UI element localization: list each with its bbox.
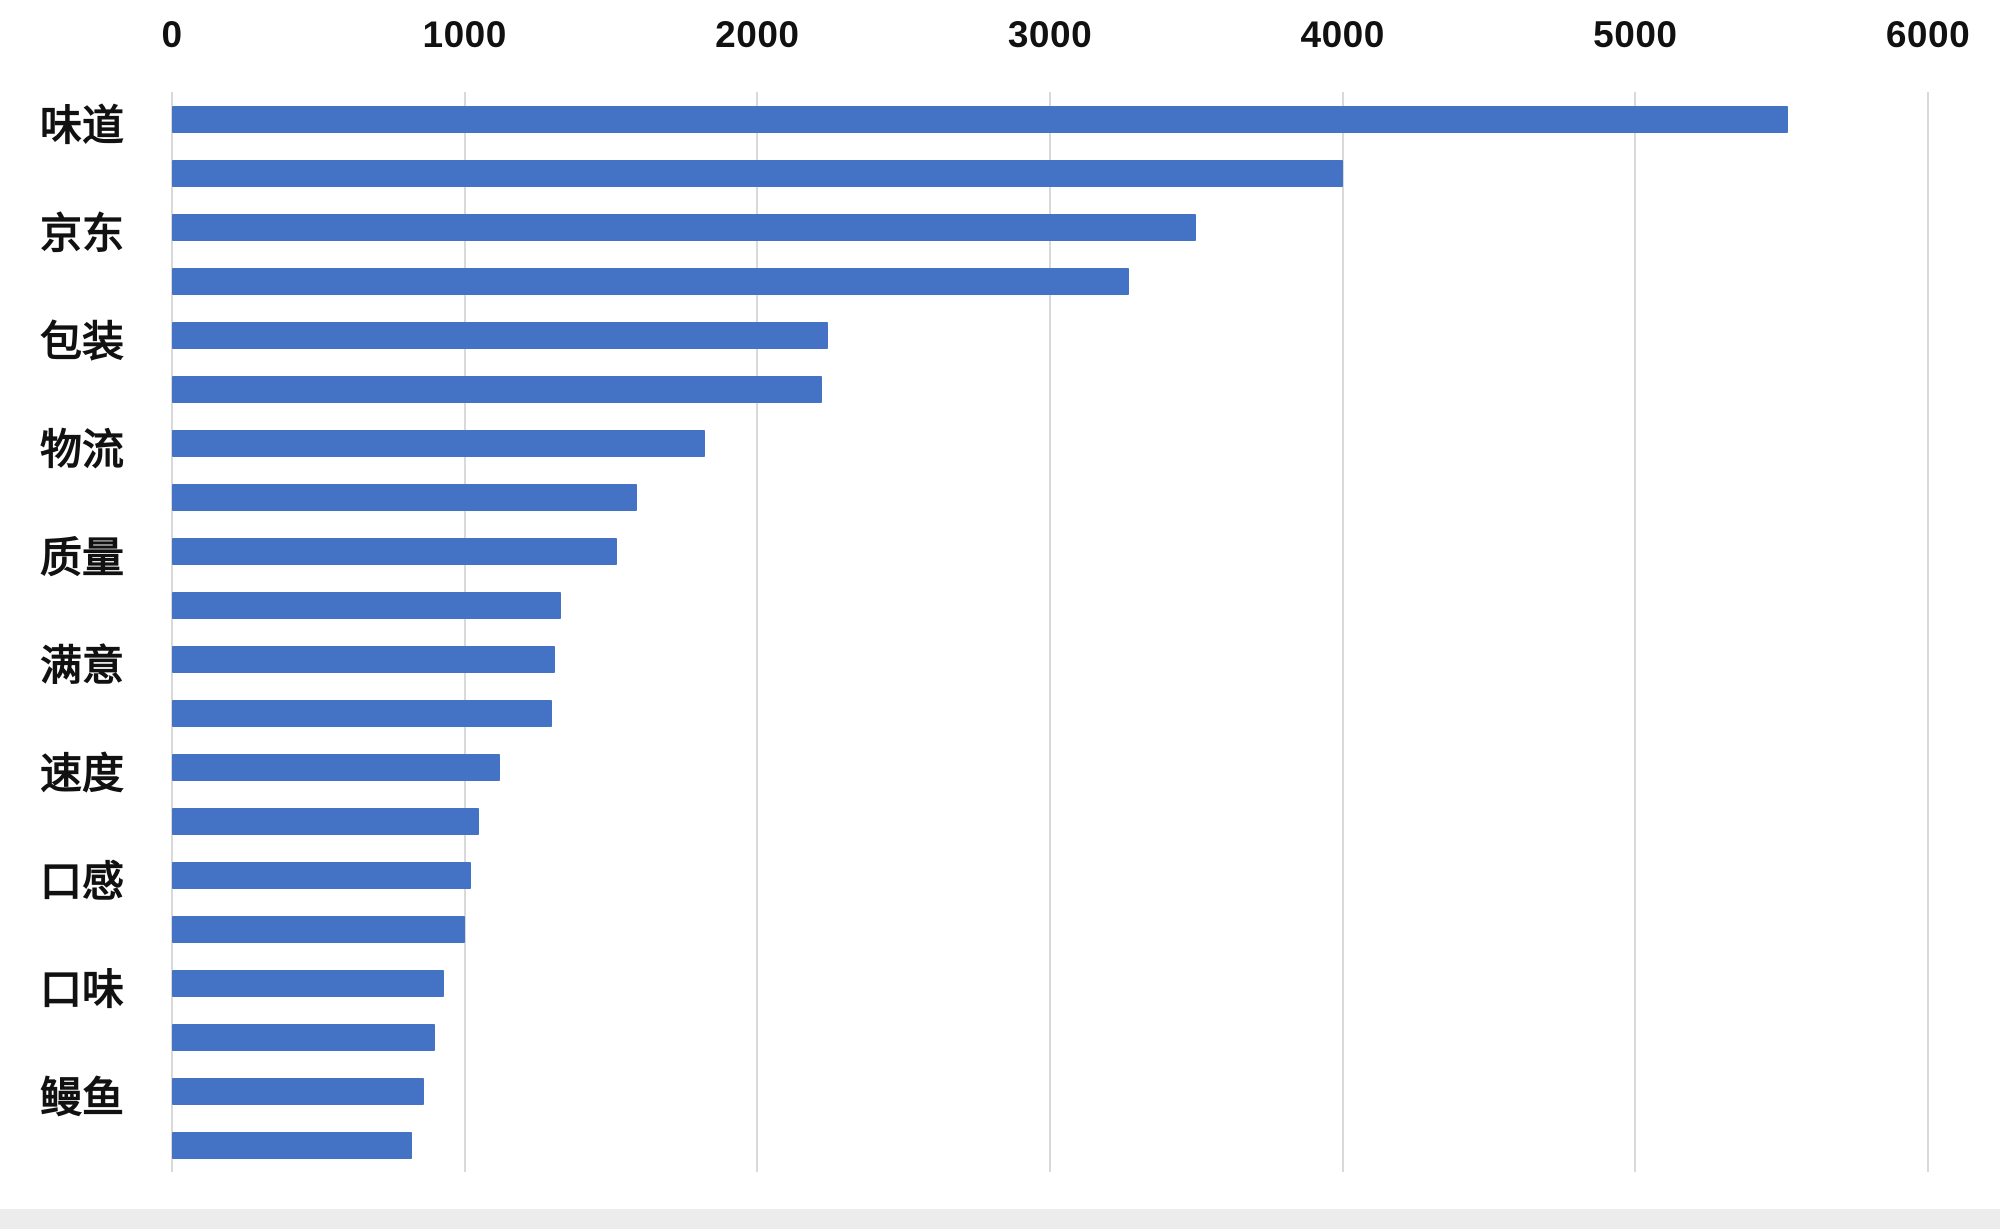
gridline: [171, 92, 173, 1172]
category-labels: 味道京东包装物流质量满意速度口感口味鳗鱼: [0, 92, 172, 1172]
x-tick-label: 3000: [1007, 14, 1093, 55]
bar-rows: [172, 92, 1928, 1172]
bar-row: [172, 1010, 1928, 1064]
gridline: [1927, 92, 1929, 1172]
category-label: 满意: [40, 641, 125, 690]
category-label: 包装: [40, 317, 125, 366]
bar-row: [172, 416, 1928, 470]
category-label-empty: [0, 477, 172, 524]
x-tick-label: 5000: [1593, 14, 1678, 55]
bar: [172, 213, 1197, 241]
bar-row: [172, 92, 1928, 146]
bar: [172, 1077, 424, 1105]
bar: [172, 1131, 412, 1159]
gridline: [1049, 92, 1051, 1172]
x-tick-label: 1000: [422, 14, 507, 55]
bar: [172, 429, 705, 457]
bar-row: [172, 848, 1928, 902]
plot-area: [171, 92, 1929, 1172]
bar: [172, 861, 471, 889]
bar-row: [172, 794, 1928, 848]
bar: [172, 915, 465, 943]
bar: [172, 645, 556, 673]
bar: [172, 969, 445, 997]
bar: [172, 375, 822, 403]
bar-row: [172, 470, 1928, 524]
bottom-strip: [0, 1209, 2000, 1229]
bar: [172, 267, 1130, 295]
bar-row: [172, 578, 1928, 632]
bar: [172, 753, 500, 781]
category-label: 京东: [40, 209, 125, 258]
bar-row: [172, 524, 1928, 578]
x-tick-label: 0: [161, 14, 183, 55]
bar-row: [172, 632, 1928, 686]
bar: [172, 807, 480, 835]
gridline: [1341, 92, 1344, 1172]
category-label-empty: [0, 261, 172, 308]
x-tick-label: 2000: [715, 14, 800, 55]
category-label-empty: [0, 909, 172, 956]
category-label-empty: [0, 369, 172, 416]
x-tick-label: 6000: [1885, 14, 1971, 55]
gridline: [1634, 92, 1637, 1172]
bar: [172, 1023, 436, 1051]
bar: [172, 699, 553, 727]
gridline: [463, 92, 466, 1172]
category-label-empty: [0, 693, 172, 740]
bar-row: [172, 146, 1928, 200]
category-label-empty: [0, 1017, 172, 1064]
bar-row: [172, 686, 1928, 740]
bar: [172, 159, 1343, 187]
category-label: 物流: [40, 425, 125, 474]
bar: [172, 321, 828, 349]
category-label: 口味: [40, 965, 125, 1014]
category-label-empty: [0, 585, 172, 632]
x-axis: 0 1000 2000 3000 4000 5000 6000: [161, 14, 1969, 70]
bar-row: [172, 1118, 1928, 1172]
bar-row: [172, 956, 1928, 1010]
bar-row: [172, 200, 1928, 254]
gridline: [756, 92, 759, 1172]
bar: [172, 483, 638, 511]
category-label: 口感: [40, 857, 125, 906]
bar-row: [172, 740, 1928, 794]
bar-row: [172, 254, 1928, 308]
category-label: 味道: [40, 101, 125, 150]
category-label: 鳗鱼: [40, 1073, 125, 1122]
bar-row: [172, 902, 1928, 956]
bar: [172, 537, 617, 565]
category-label: 质量: [40, 533, 125, 582]
bar: [172, 591, 562, 619]
bar: [172, 105, 1788, 133]
category-label: 速度: [40, 749, 125, 798]
category-label-empty: [0, 1125, 172, 1172]
category-label-empty: [0, 801, 172, 848]
bar-row: [172, 1064, 1928, 1118]
bar-row: [172, 308, 1928, 362]
x-tick-label: 4000: [1300, 14, 1385, 55]
category-label-empty: [0, 153, 172, 200]
bar-row: [172, 362, 1928, 416]
